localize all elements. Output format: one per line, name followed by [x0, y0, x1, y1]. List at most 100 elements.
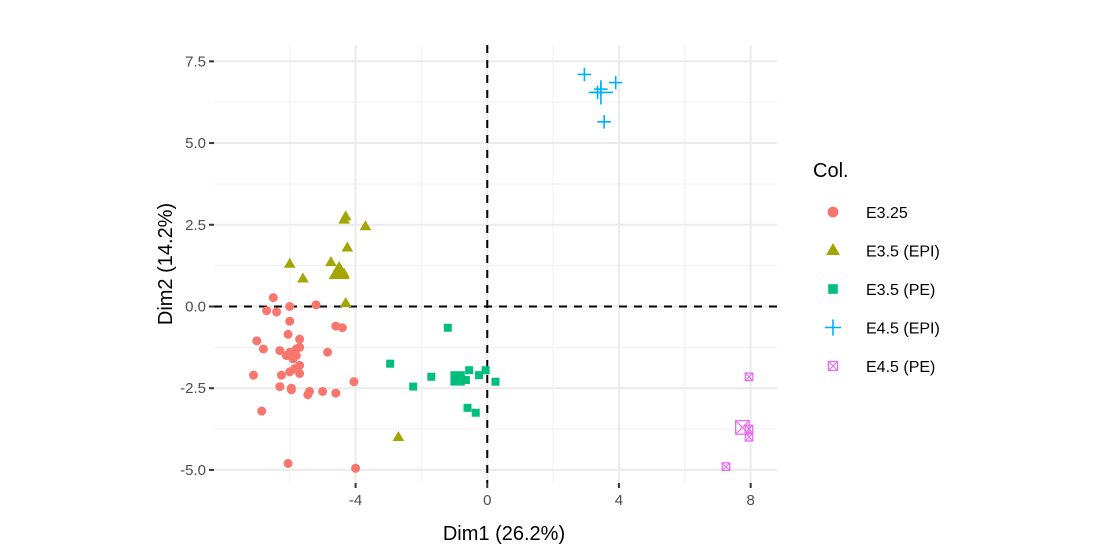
data-point [286, 385, 296, 395]
data-point [262, 306, 272, 316]
point-circle [276, 370, 286, 380]
point-circle [285, 301, 295, 311]
data-point [288, 354, 298, 364]
data-point [386, 359, 395, 368]
point-cross-b [735, 420, 750, 435]
y-tick-label: -2.5 [180, 380, 206, 397]
data-point [744, 372, 754, 382]
data-point [252, 336, 262, 346]
point-circle [285, 316, 295, 326]
data-point [249, 370, 259, 380]
point-circle [257, 406, 267, 416]
point-cross-b [744, 433, 754, 442]
legend-item: E3.25 [827, 205, 908, 222]
data-point [608, 75, 623, 90]
data-point [295, 369, 305, 378]
point-circle [311, 300, 321, 310]
point-circle [258, 344, 268, 354]
data-point [475, 371, 484, 380]
data-point [337, 323, 347, 333]
legend-key-circle [827, 206, 839, 218]
point-circle [262, 306, 272, 316]
point-circle [283, 329, 293, 339]
data-point [339, 297, 352, 308]
data-point [481, 366, 490, 375]
data-point [275, 346, 285, 356]
y-tick-label: 2.5 [185, 217, 206, 234]
data-point [311, 300, 321, 310]
data-point [297, 272, 309, 283]
group-centroid [450, 371, 465, 386]
data-point [268, 293, 278, 303]
data-point [325, 256, 337, 267]
data-point [351, 463, 361, 473]
y-axis-title: Dim2 (14.2%) [155, 203, 177, 325]
point-triangle [339, 297, 352, 308]
grid-minor [214, 45, 777, 483]
data-point [295, 334, 305, 344]
point-square [463, 403, 472, 412]
point-triangle [339, 210, 352, 221]
data-point [427, 372, 436, 381]
data-point [463, 403, 472, 412]
point-circle [268, 293, 278, 303]
data-point [283, 329, 293, 339]
point-square [409, 382, 418, 391]
point-circle [275, 346, 285, 356]
point-circle [323, 347, 333, 357]
point-cross-b [744, 372, 754, 381]
point-square [828, 284, 838, 294]
legend-item: E3.5 (PE) [828, 282, 935, 299]
point-square [450, 371, 465, 386]
point-triangle [826, 243, 840, 256]
data-point [275, 382, 285, 392]
data-point [331, 388, 341, 398]
grid-major [214, 45, 777, 483]
data-point [461, 376, 470, 385]
data-point [257, 406, 267, 416]
legend-key-square-cross [827, 360, 839, 372]
point-triangle [283, 257, 296, 268]
legend-label: E3.5 (EPI) [866, 244, 940, 261]
data-point [285, 301, 295, 311]
data-point [471, 408, 480, 417]
point-circle [295, 342, 305, 352]
legend-item: E4.5 (EPI) [824, 319, 940, 338]
data-point [285, 316, 295, 326]
data-point [721, 462, 731, 472]
y-axis: -5.0 -2.5 0.0 2.5 5.0 7.5 [180, 53, 214, 479]
data-point [258, 344, 268, 354]
legend-item: E4.5 (PE) [827, 359, 935, 376]
y-tick-label: 0.0 [185, 298, 206, 315]
point-square [386, 359, 395, 368]
group-centroid [588, 80, 614, 105]
legend-label: E4.5 (PE) [866, 359, 935, 376]
point-square [443, 323, 452, 332]
x-tick-label: 8 [746, 492, 754, 509]
point-triangle [392, 431, 405, 442]
plot-panel [214, 45, 777, 483]
y-tick-label: -5.0 [180, 462, 206, 479]
group-centroid [735, 420, 750, 435]
x-axis-title: Dim1 (26.2%) [443, 523, 565, 545]
point-circle [827, 206, 839, 218]
point-square-outline [735, 420, 750, 435]
data-point [276, 370, 286, 380]
point-circle [295, 334, 305, 344]
legend-label: E3.5 (PE) [866, 282, 935, 299]
point-square-outline [744, 372, 754, 382]
point-circle [318, 386, 328, 396]
point-triangle [328, 261, 350, 280]
point-square-outline [827, 360, 839, 372]
point-square [481, 366, 490, 375]
point-square [475, 371, 484, 380]
data-point [409, 382, 418, 391]
data-point [323, 347, 333, 357]
data-point [272, 307, 282, 317]
point-circle [286, 385, 296, 395]
x-tick-label: -4 [349, 492, 362, 509]
data-point [597, 115, 611, 129]
reference-lines [214, 45, 777, 483]
